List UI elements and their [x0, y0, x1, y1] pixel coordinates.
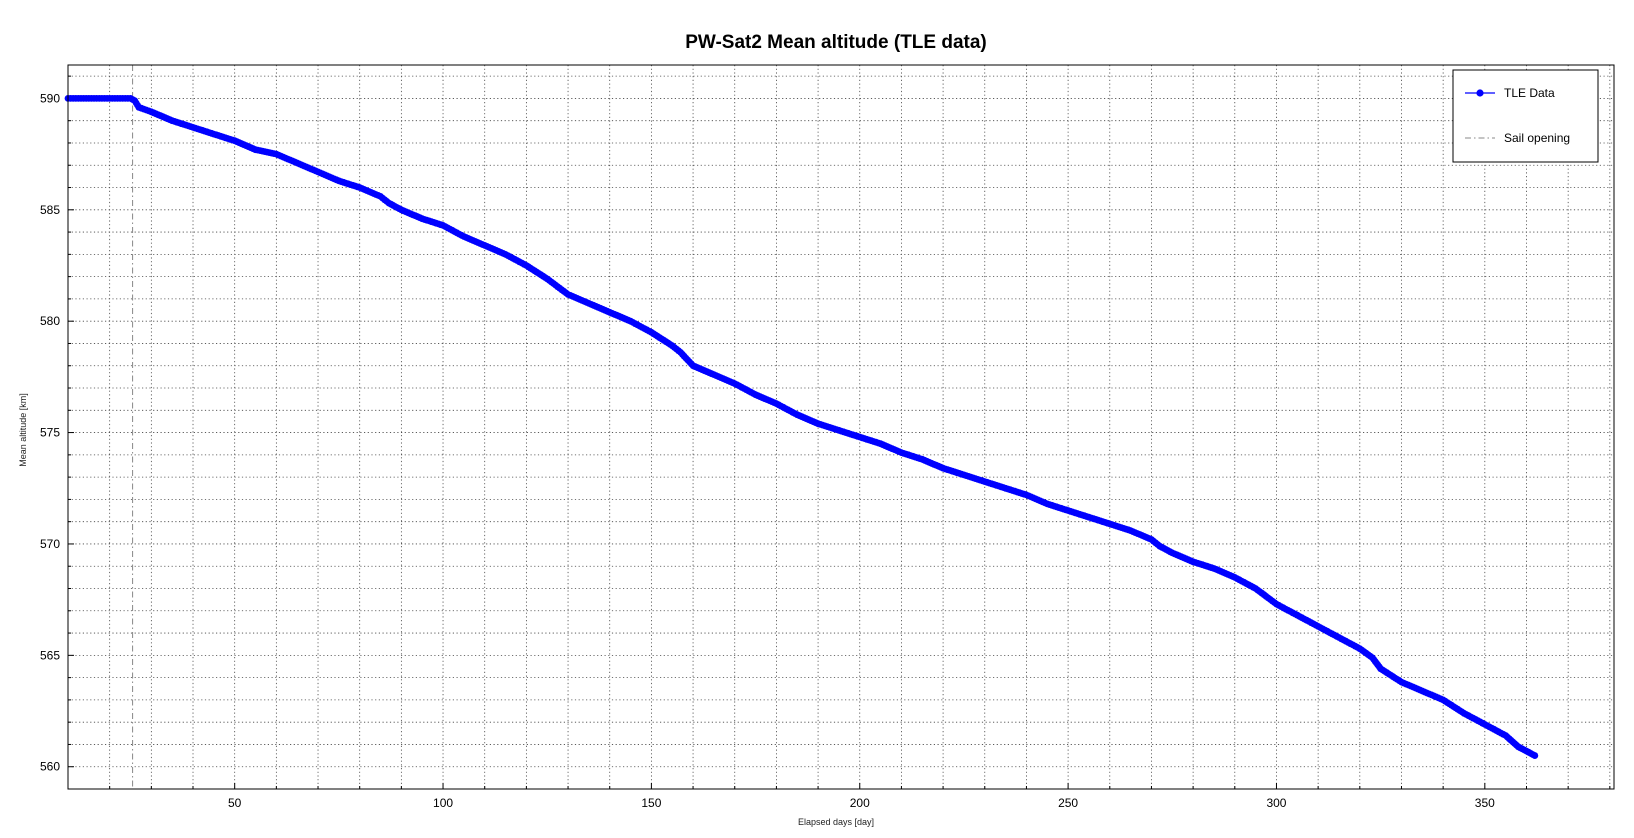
- x-tick-label: 350: [1475, 796, 1495, 810]
- axis-ticks: 50 100 150 200 250 300 350 560 565 570 575 580 585 59…: [40, 75, 1611, 810]
- legend-entry-sail-opening: Sail opening: [1504, 131, 1570, 145]
- legend-series-marker: [1476, 89, 1484, 97]
- x-tick-label: 200: [850, 796, 870, 810]
- data-series: [64, 95, 1539, 759]
- x-tick-label: 150: [641, 796, 661, 810]
- y-tick-label: 580: [40, 314, 60, 328]
- y-tick-label: 575: [40, 426, 60, 440]
- tle-data-point: [1531, 752, 1539, 759]
- chart-title: PW-Sat2 Mean altitude (TLE data): [685, 32, 987, 53]
- x-tick-label: 50: [228, 796, 242, 810]
- x-tick-label: 300: [1266, 796, 1286, 810]
- y-tick-label: 565: [40, 648, 60, 662]
- legend-box: [1452, 69, 1599, 163]
- y-tick-label: 560: [40, 760, 60, 774]
- legend-entry-tle-data: TLE Data: [1504, 86, 1555, 100]
- y-axis-label: Mean altitude [km]: [18, 393, 28, 467]
- y-tick-label: 590: [40, 91, 60, 105]
- grid: [68, 65, 1614, 789]
- y-tick-label: 570: [40, 537, 60, 551]
- plot-frame: [67, 64, 1615, 790]
- x-tick-label: 250: [1058, 796, 1078, 810]
- y-tick-label: 585: [40, 203, 60, 217]
- x-axis-label: Elapsed days [day]: [798, 817, 874, 827]
- legend: TLE Data Sail opening: [1452, 69, 1599, 163]
- x-tick-label: 100: [433, 796, 453, 810]
